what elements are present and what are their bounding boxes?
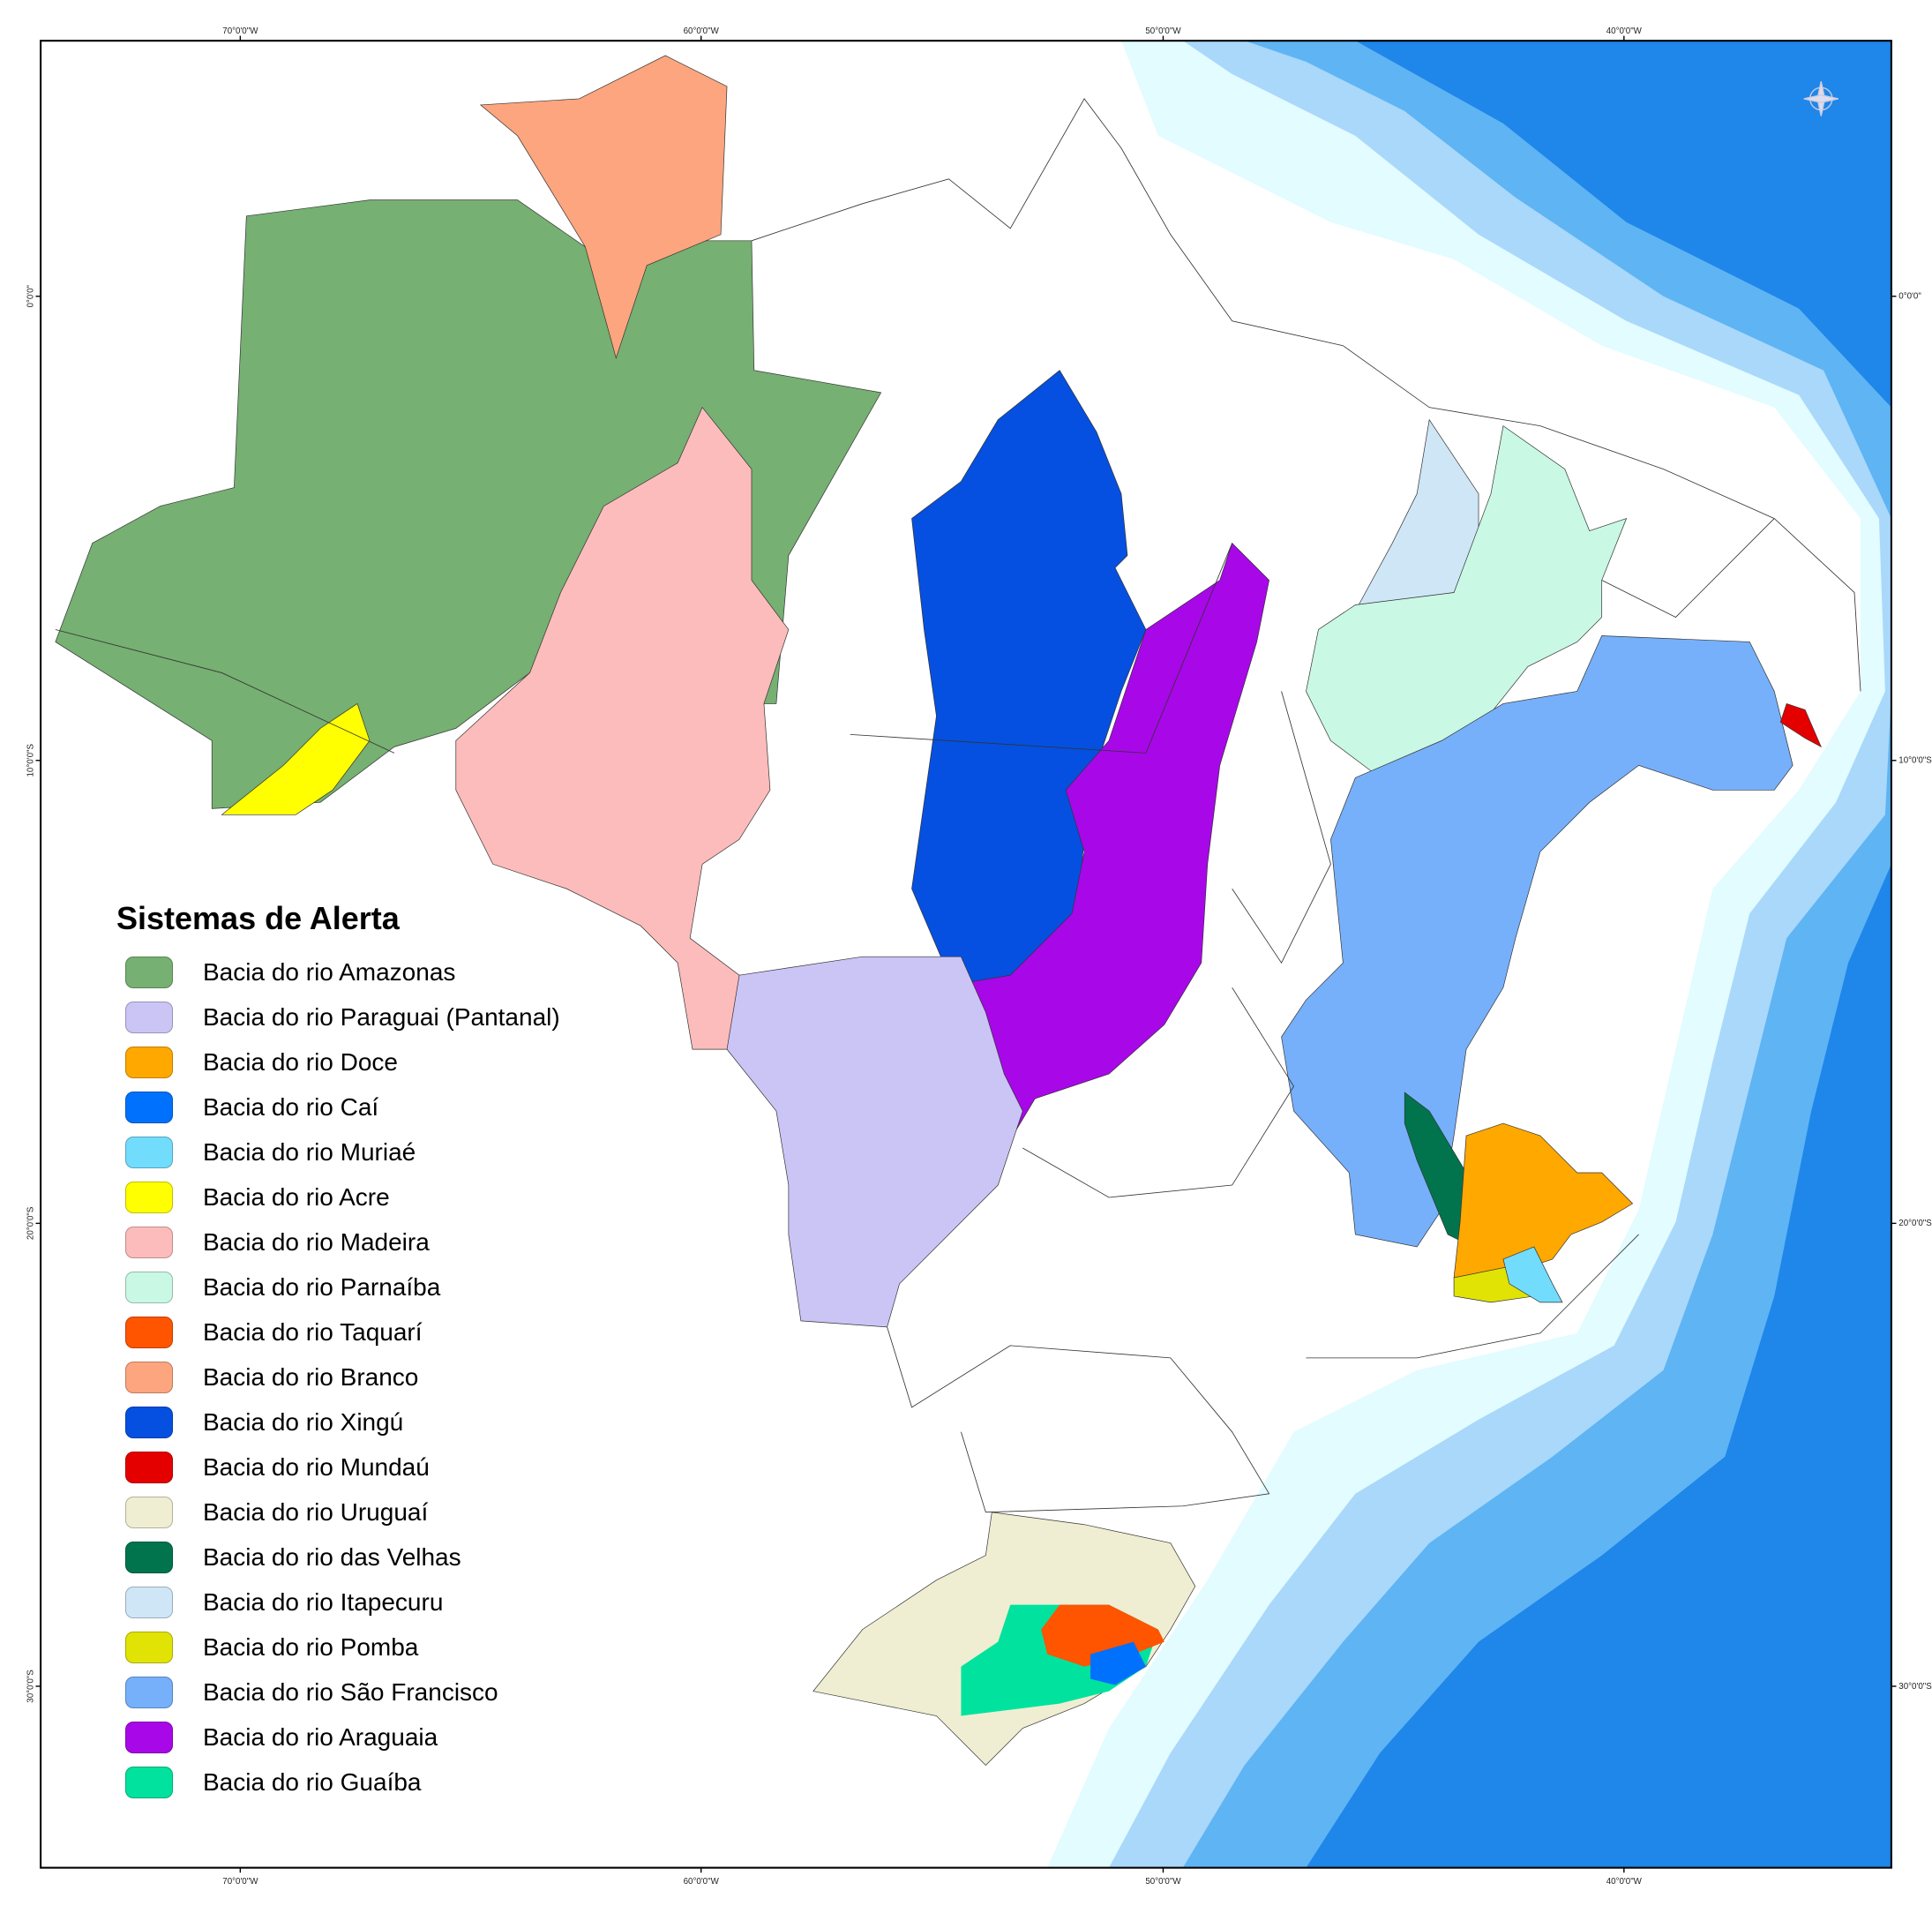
latitude-label-left: 20°0'0"S: [26, 1206, 36, 1240]
legend-item: Bacia do rio Caí: [116, 1084, 560, 1129]
longitude-label-bottom: 50°0'0"W: [1145, 1877, 1181, 1887]
longitude-label-bottom: 40°0'0"W: [1606, 1877, 1643, 1887]
legend: Sistemas de Alerta Bacia do rio Amazonas…: [116, 900, 560, 1805]
longitude-label-bottom: 60°0'0"W: [684, 1877, 720, 1887]
legend-item: Bacia do rio Araguaia: [116, 1715, 560, 1760]
latitude-label-right: 0°0'0": [1898, 292, 1921, 302]
latitude-label-left: 10°0'0"S: [26, 744, 36, 777]
legend-swatch: [125, 1226, 173, 1258]
legend-item: Bacia do rio Doce: [116, 1039, 560, 1084]
latitude-label-right: 30°0'0"S: [1898, 1682, 1932, 1692]
legend-label: Bacia do rio Amazonas: [203, 957, 456, 986]
legend-swatch: [125, 1451, 173, 1483]
legend-label: Bacia do rio Acre: [203, 1182, 390, 1211]
legend-item: Bacia do rio Pomba: [116, 1625, 560, 1670]
legend-title: Sistemas de Alerta: [116, 900, 400, 936]
longitude-label-top: 60°0'0"W: [684, 26, 720, 36]
latitude-label-right: 10°0'0"S: [1898, 756, 1932, 766]
basin-doce: [1453, 1122, 1634, 1279]
legend-swatch: [125, 1091, 173, 1123]
legend-swatch: [125, 1181, 173, 1213]
legend-swatch: [125, 1271, 173, 1303]
basin-paraguai: [726, 956, 1023, 1328]
ocean-abyss: [1306, 41, 1891, 1868]
legend-label: Bacia do rio Xingú: [203, 1407, 404, 1436]
legend-item: Bacia do rio São Francisco: [116, 1670, 560, 1715]
legend-swatch: [125, 1721, 173, 1753]
basin-cai: [1090, 1641, 1146, 1685]
legend-label: Bacia do rio Mundaú: [203, 1452, 430, 1481]
legend-swatch: [125, 1046, 173, 1078]
legend-swatch: [125, 1676, 173, 1708]
legend-item: Bacia do rio Itapecuru: [116, 1580, 560, 1625]
legend-item: Bacia do rio Mundaú: [116, 1445, 560, 1490]
legend-label: Bacia do rio Paraguai (Pantanal): [203, 1002, 560, 1031]
legend-item: Bacia do rio das Velhas: [116, 1535, 560, 1580]
legend-label: Bacia do rio Caí: [203, 1092, 379, 1121]
legend-label: Bacia do rio Itapecuru: [203, 1587, 444, 1616]
legend-label: Bacia do rio Muriaé: [203, 1137, 416, 1166]
basin-muriae: [1502, 1246, 1563, 1303]
compass-rose-icon: [1803, 81, 1838, 116]
legend-swatch: [125, 1361, 173, 1393]
map-frame: [40, 40, 1892, 1869]
ocean-deep: [1182, 41, 1891, 1868]
legend-label: Bacia do rio Taquarí: [203, 1317, 423, 1346]
legend-item: Bacia do rio Acre: [116, 1174, 560, 1219]
legend-label: Bacia do rio Doce: [203, 1047, 399, 1076]
graticule-ticks: 70°0'0"W 70°0'0"W 60°0'0"W 60°0'0"W 50°0'0"W…: [26, 26, 1932, 1887]
basin-acre: [221, 702, 371, 815]
legend-label: Bacia do rio das Velhas: [203, 1542, 461, 1571]
legend-item: Bacia do rio Parnaíba: [116, 1264, 560, 1309]
latitude-label-left: 0°0'0": [26, 284, 36, 307]
legend-swatch: [125, 1541, 173, 1573]
state-boundaries: [55, 98, 1861, 1513]
legend-swatch: [125, 1406, 173, 1438]
latitude-label-left: 30°0'0"S: [26, 1670, 36, 1703]
legend-item: Bacia do rio Muriaé: [116, 1129, 560, 1174]
legend-item: Bacia do rio Uruguaí: [116, 1490, 560, 1535]
basin-velhas: [1404, 1092, 1467, 1242]
legend-label: Bacia do rio Madeira: [203, 1227, 430, 1256]
legend-label: Bacia do rio Guaíba: [203, 1767, 422, 1796]
basin-mundau: [1779, 702, 1823, 748]
legend-swatch: [125, 1766, 173, 1798]
legend-item: Bacia do rio Amazonas: [116, 949, 560, 994]
legend-swatch: [125, 956, 173, 988]
longitude-label-top: 70°0'0"W: [222, 26, 258, 36]
legend-swatch: [125, 1631, 173, 1663]
legend-swatch: [125, 1001, 173, 1033]
longitude-label-top: 40°0'0"W: [1606, 26, 1643, 36]
legend-swatch: [125, 1496, 173, 1528]
legend-label: Bacia do rio São Francisco: [203, 1677, 498, 1706]
basin-branco: [479, 55, 728, 359]
legend-item: Bacia do rio Taquarí: [116, 1309, 560, 1354]
legend-label: Bacia do rio Branco: [203, 1362, 419, 1391]
latitude-label-right: 20°0'0"S: [1898, 1219, 1932, 1228]
legend-label: Bacia do rio Uruguaí: [203, 1497, 429, 1526]
legend-label: Bacia do rio Parnaíba: [203, 1272, 441, 1301]
legend-item: Bacia do rio Madeira: [116, 1219, 560, 1264]
legend-item: Bacia do rio Branco: [116, 1354, 560, 1399]
legend-swatch: [125, 1586, 173, 1618]
longitude-label-top: 50°0'0"W: [1145, 26, 1181, 36]
ocean-bathymetry: [1047, 41, 1891, 1868]
legend-item: Bacia do rio Paraguai (Pantanal): [116, 994, 560, 1039]
legend-item: Bacia do rio Xingú: [116, 1399, 560, 1445]
legend-label: Bacia do rio Araguaia: [203, 1722, 438, 1751]
legend-item: Bacia do rio Guaíba: [116, 1760, 560, 1805]
legend-swatch: [125, 1136, 173, 1168]
legend-swatch: [125, 1316, 173, 1348]
longitude-label-bottom: 70°0'0"W: [222, 1877, 258, 1887]
basin-madeira: [455, 406, 790, 1050]
legend-label: Bacia do rio Pomba: [203, 1632, 419, 1661]
